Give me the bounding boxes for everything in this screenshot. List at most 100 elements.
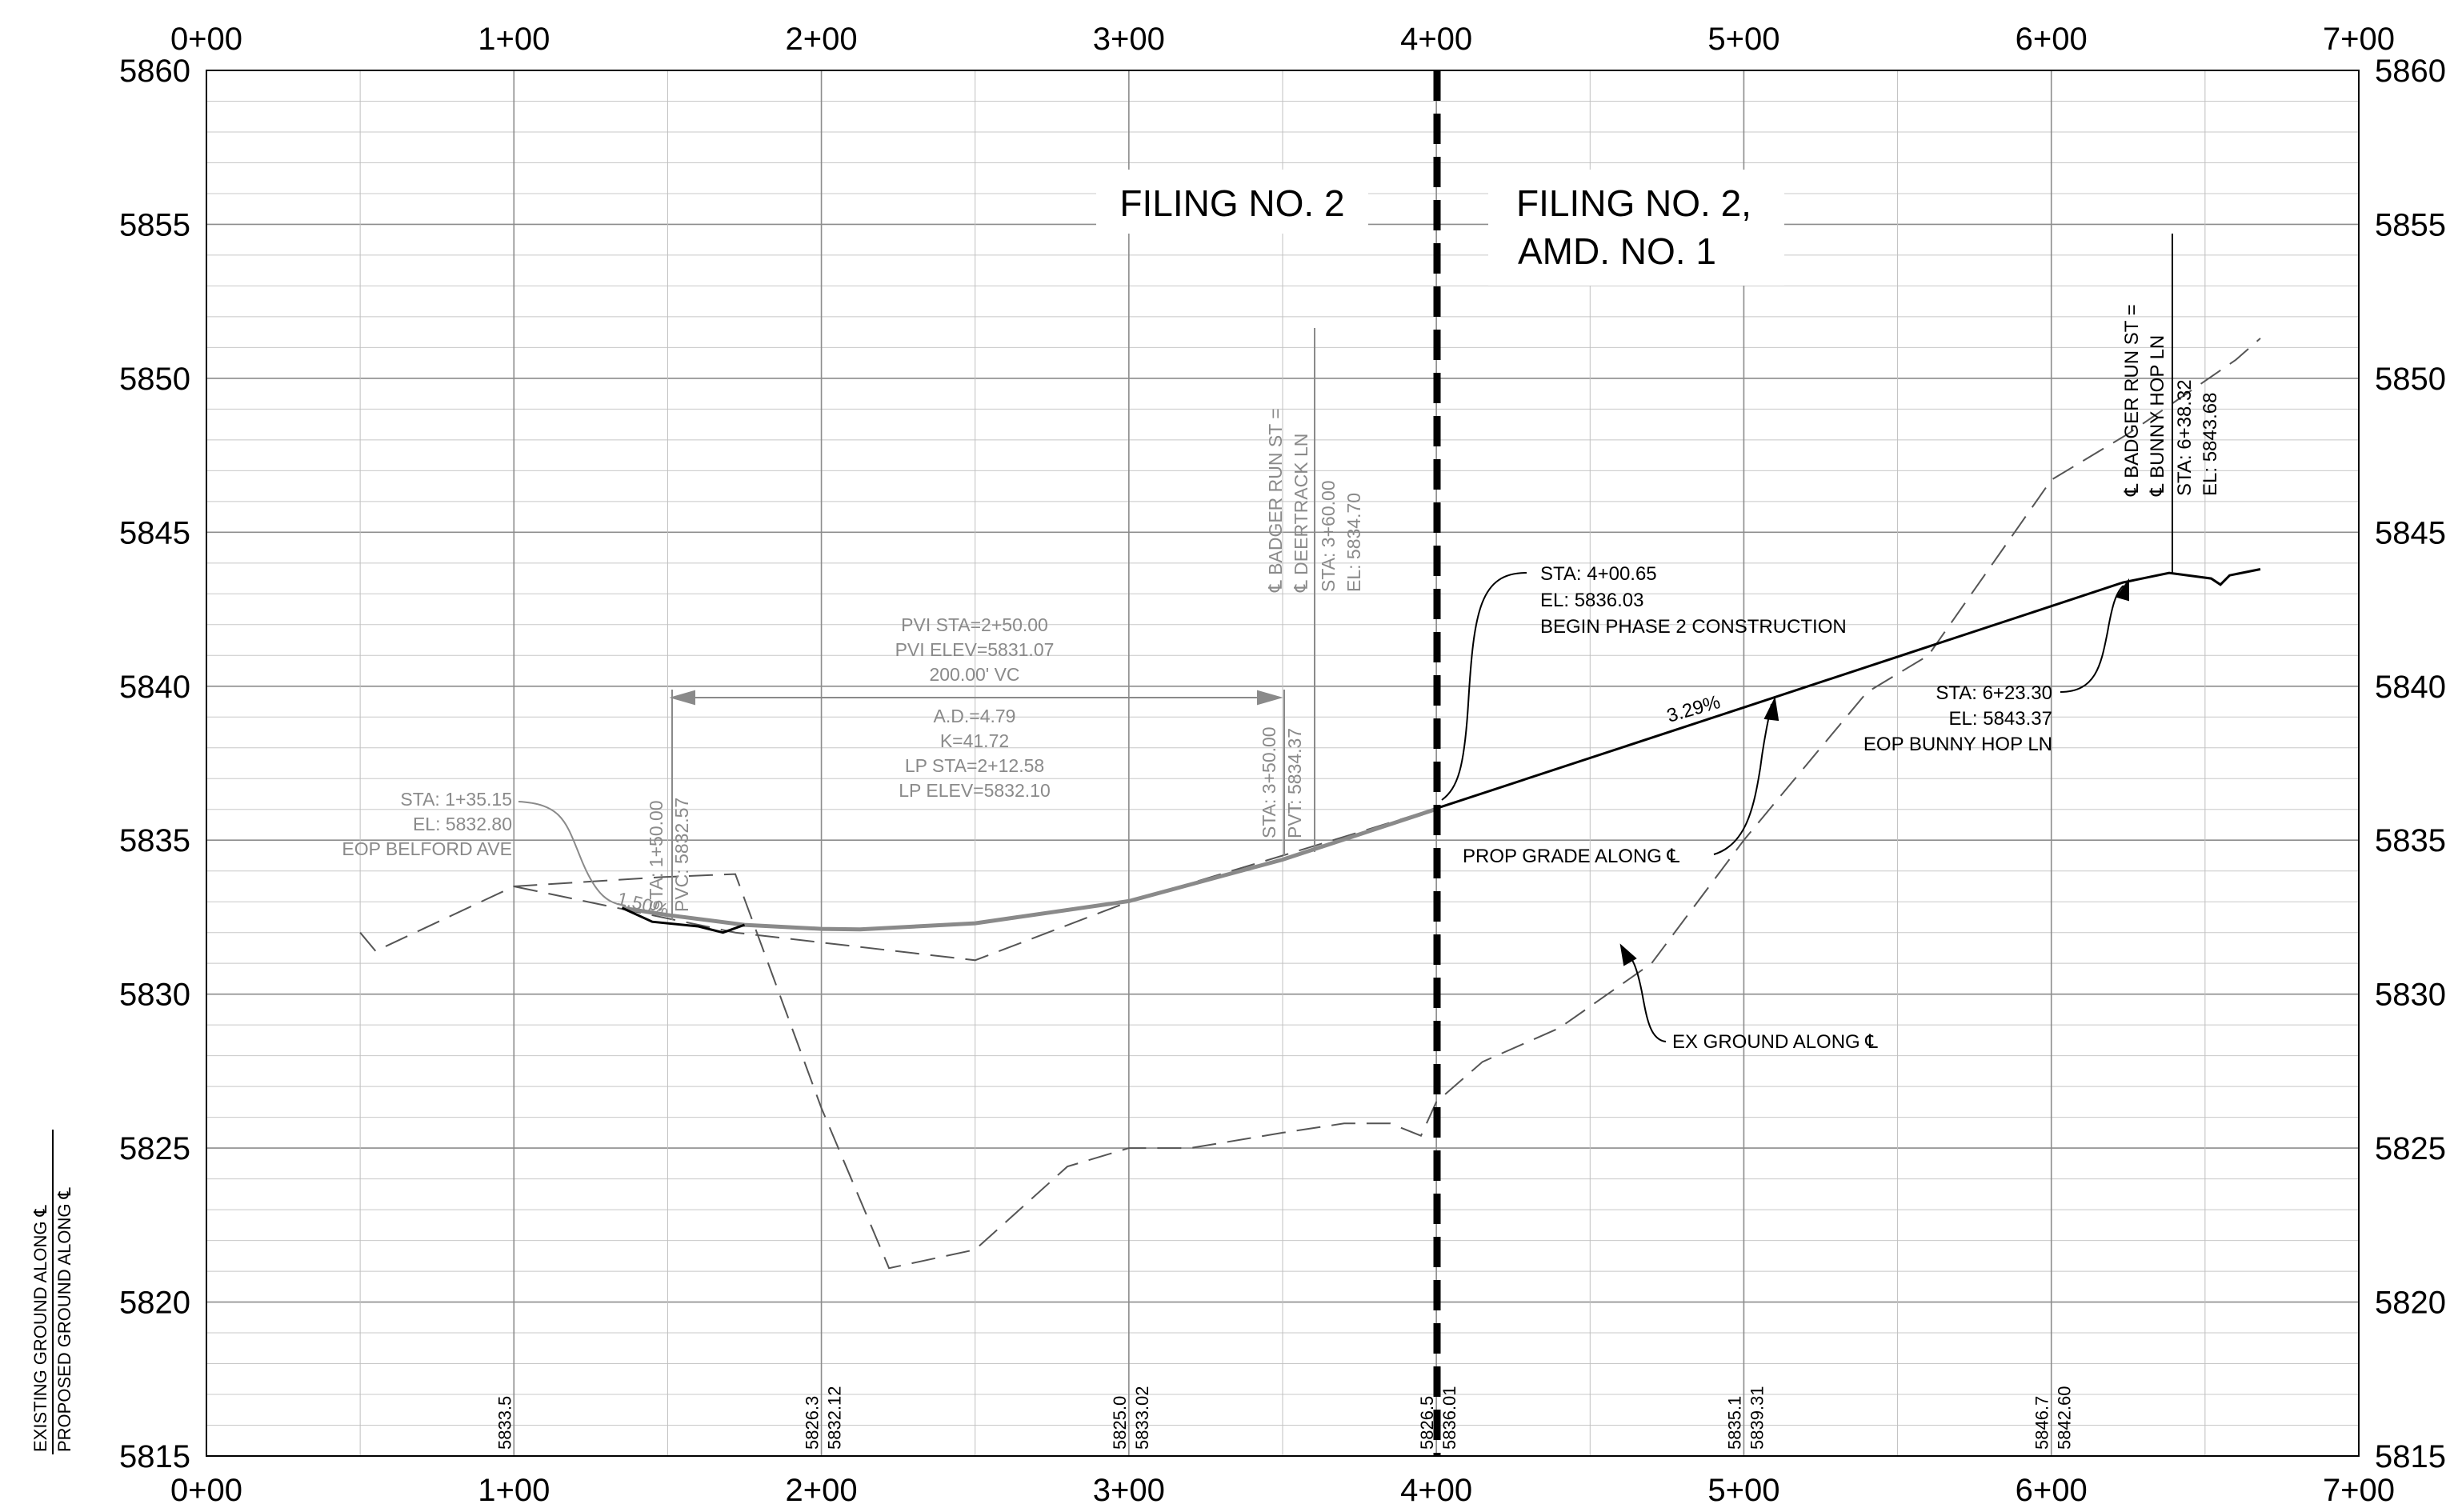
- deertrack-label-1: ℄ BADGER RUN ST =: [1265, 408, 1286, 593]
- pvt-elev-label: PVT: 5834.37: [1284, 728, 1305, 838]
- ex-ground-arrow: [1619, 943, 1637, 966]
- existing-elevation-value: 5833.5: [494, 1396, 514, 1450]
- prop-grade-arrow: [1763, 696, 1779, 722]
- filing-right-label-line2: AMD. NO. 1: [1518, 230, 1716, 272]
- profile-lines: [359, 338, 2261, 1270]
- proposed-ground-row-label: PROPOSED GROUND ALONG ℄: [54, 1186, 74, 1452]
- pvc-sta-label: STA: 1+50.00: [646, 800, 667, 912]
- eop-bunny-leader: [2060, 585, 2124, 693]
- eop-bunny-arrow: [2116, 578, 2129, 602]
- phase2-begin-label: BEGIN PHASE 2 CONSTRUCTION: [1540, 616, 1847, 638]
- x-tick-label-bottom: 7+00: [2323, 1473, 2395, 1508]
- existing-elevation-value: 5825.0: [1110, 1396, 1130, 1450]
- x-tick-label-bottom: 4+00: [1400, 1473, 1472, 1508]
- x-tick-label-top: 2+00: [786, 22, 858, 57]
- elevation-table: 5833.5 5826.3 5832.12 5825.0 5833.02 5826.5 58…: [494, 1386, 2074, 1450]
- y-tick-label-right: 5860: [2375, 54, 2446, 89]
- y-tick-label-left: 5825: [119, 1131, 190, 1166]
- y-tick-label-right: 5835: [2375, 823, 2446, 858]
- x-tick-label-top: 4+00: [1400, 22, 1472, 57]
- deertrack-sta-label: STA: 3+60.00: [1318, 480, 1339, 592]
- y-tick-label-right: 5855: [2375, 207, 2446, 242]
- x-tick-label-bottom: 2+00: [786, 1473, 858, 1508]
- x-tick-label-bottom: 5+00: [1707, 1473, 1779, 1508]
- x-tick-label-top: 6+00: [2016, 22, 2088, 57]
- y-tick-label-left: 5820: [119, 1286, 190, 1321]
- x-tick-label-bottom: 3+00: [1093, 1473, 1165, 1508]
- filing-right-label-line1: FILING NO. 2,: [1516, 182, 1751, 224]
- y-tick-label-right: 5820: [2375, 1286, 2446, 1321]
- proposed-elevation-value: 5832.12: [825, 1386, 845, 1450]
- y-tick-label-left: 5815: [119, 1439, 190, 1474]
- prop-grade-label: PROP GRADE ALONG ℄: [1463, 846, 1680, 867]
- y-tick-label-left: 5830: [119, 978, 190, 1013]
- axis-ticks: 0+00 0+00 1+00 1+00 2+00 2+00 3+00 3+00 4+00 4+00…: [119, 22, 2446, 1508]
- y-tick-label-left: 5835: [119, 823, 190, 858]
- proposed-elevation-value: 5833.02: [1132, 1386, 1152, 1450]
- existing-ground-line: [359, 338, 2261, 1270]
- pvc-elev-label: PVC: 5832.57: [671, 798, 692, 912]
- grid: [206, 70, 2359, 1456]
- proposed-grade-line: [1435, 568, 2261, 810]
- x-tick-label-top: 5+00: [1707, 22, 1779, 57]
- deertrack-label-2: ℄ DEERTRACK LN: [1291, 434, 1311, 593]
- vertical-curve-leaders: [518, 328, 1315, 920]
- eop-belford-curb: [621, 906, 746, 934]
- lp-elev-label: LP ELEV=5832.10: [899, 780, 1051, 801]
- bunny-hop-label-1: ℄ BADGER RUN ST =: [2121, 304, 2143, 497]
- eop-belford-label: EOP BELFORD AVE: [342, 838, 512, 859]
- x-tick-label-bottom: 0+00: [170, 1473, 242, 1508]
- x-tick-label-bottom: 6+00: [2016, 1473, 2088, 1508]
- construction-annotations: STA: 4+00.65 EL: 5836.03 BEGIN PHASE 2 C…: [1463, 304, 2221, 1053]
- existing-ground-row-label: EXISTING GROUND ALONG ℄: [30, 1204, 50, 1452]
- phase2-leader: [1441, 572, 1527, 801]
- filing-right-backdrop: [1488, 170, 1784, 286]
- eop-bunny-el-label: EL: 5843.37: [1949, 708, 2052, 730]
- vertical-curve-annotations: STA: 1+35.15 EL: 5832.80 EOP BELFORD AVE…: [342, 408, 1364, 920]
- bunny-hop-el-label: EL: 5843.68: [2200, 393, 2221, 496]
- pvi-sta-label: PVI STA=2+50.00: [901, 614, 1048, 635]
- x-tick-label-top: 1+00: [478, 22, 550, 57]
- vertical-curve-line: [622, 806, 1437, 932]
- x-tick-label-top: 7+00: [2323, 22, 2395, 57]
- prop-grade-leader: [1713, 703, 1772, 855]
- y-tick-label-right: 5845: [2375, 515, 2446, 550]
- ex-ground-label: EX GROUND ALONG ℄: [1672, 1031, 1878, 1053]
- y-tick-label-left: 5845: [119, 515, 190, 550]
- pvi-elev-label: PVI ELEV=5831.07: [895, 639, 1055, 660]
- y-tick-label-right: 5815: [2375, 1439, 2446, 1474]
- proposed-elevation-value: 5839.31: [1747, 1386, 1767, 1450]
- vc-length-label: 200.00' VC: [929, 664, 1019, 685]
- filing-left-backdrop: [1096, 170, 1368, 234]
- bunny-hop-sta-label: STA: 6+38.32: [2174, 379, 2196, 496]
- y-tick-label-left: 5860: [119, 54, 190, 89]
- y-tick-label-right: 5840: [2375, 670, 2446, 705]
- ad-label: A.D.=4.79: [934, 706, 1016, 726]
- pvt-sta-label: STA: 3+50.00: [1259, 726, 1279, 838]
- lp-sta-label: LP STA=2+12.58: [905, 755, 1044, 776]
- x-tick-label-top: 3+00: [1093, 22, 1165, 57]
- prior-grade-line: [514, 807, 1437, 962]
- proposed-elevation-value: 5842.60: [2055, 1386, 2075, 1450]
- existing-elevation-value: 5826.3: [803, 1396, 823, 1450]
- eop-belford-leader: [518, 801, 627, 906]
- y-tick-label-left: 5840: [119, 670, 190, 705]
- x-tick-label-top: 0+00: [170, 22, 242, 57]
- y-tick-label-left: 5855: [119, 207, 190, 242]
- x-tick-label-bottom: 1+00: [478, 1473, 550, 1508]
- phase2-sta-label: STA: 4+00.65: [1540, 563, 1657, 585]
- existing-elevation-value: 5835.1: [1724, 1396, 1744, 1450]
- eop-bunny-label: EOP BUNNY HOP LN: [1864, 734, 2052, 755]
- y-tick-label-left: 5850: [119, 362, 190, 397]
- proposed-elevation-value: 5836.01: [1439, 1386, 1459, 1450]
- filing-left-label: FILING NO. 2: [1119, 182, 1344, 224]
- y-tick-label-right: 5830: [2375, 978, 2446, 1013]
- vc-dimension-arrow-right: [1257, 690, 1283, 706]
- deertrack-el-label: EL: 5834.70: [1343, 493, 1364, 592]
- construction-leaders: [1441, 234, 2173, 1042]
- existing-elevation-value: 5846.7: [2032, 1396, 2052, 1450]
- k-label: K=41.72: [940, 730, 1009, 751]
- phase2-el-label: EL: 5836.03: [1540, 590, 1643, 611]
- y-tick-label-right: 5825: [2375, 1131, 2446, 1166]
